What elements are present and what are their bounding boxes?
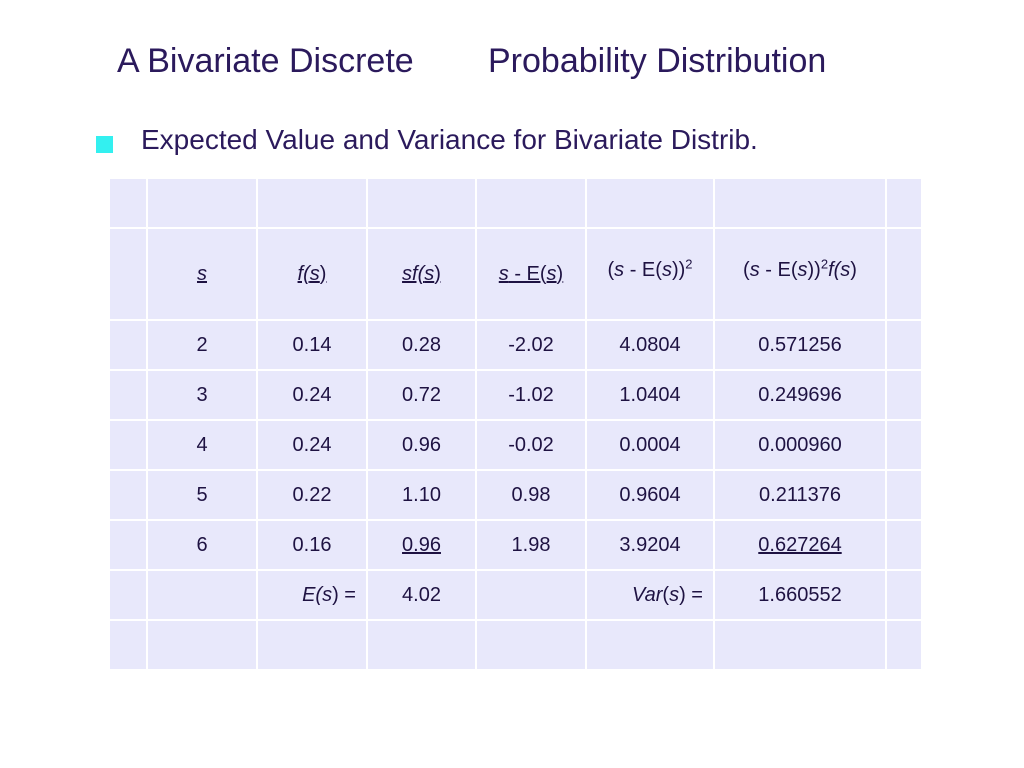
cell-deviation: -0.02	[475, 419, 587, 471]
header-s: s	[146, 227, 258, 321]
header-weighted-squared-deviation: (s - E(s))2f(s)	[713, 227, 887, 321]
table-spacer-row	[108, 619, 923, 671]
header-deviation: s - E(s)	[475, 227, 587, 321]
title-part-2: Probability Distribution	[488, 42, 827, 80]
table-header-row: s f(s) sf(s) s - E(s) (s - E(s))2 (s - E…	[108, 227, 923, 321]
cell-weighted-squared-deviation: 0.211376	[713, 469, 887, 521]
cell-deviation: 0.98	[475, 469, 587, 521]
cell-s: 2	[146, 319, 258, 371]
header-squared-deviation: (s - E(s))2	[585, 227, 715, 321]
cell-s: 6	[146, 519, 258, 571]
cell-squared-deviation: 0.9604	[585, 469, 715, 521]
cell-weighted-squared-deviation: 0.627264	[713, 519, 887, 571]
cell-sf-s: 0.28	[366, 319, 477, 371]
bullet-square-icon	[96, 136, 113, 153]
distribution-table: s f(s) sf(s) s - E(s) (s - E(s))2 (s - E…	[108, 177, 923, 671]
cell-deviation: 1.98	[475, 519, 587, 571]
cell-f-s: 0.14	[256, 319, 368, 371]
cell-f-s: 0.22	[256, 469, 368, 521]
table-row: 5 0.22 1.10 0.98 0.9604 0.211376	[108, 469, 923, 521]
cell-f-s: 0.16	[256, 519, 368, 571]
header-f-s: f(s)	[256, 227, 368, 321]
cell-s: 5	[146, 469, 258, 521]
table-row: 6 0.16 0.96 1.98 3.9204 0.627264	[108, 519, 923, 571]
cell-s: 3	[146, 369, 258, 421]
bullet-text: Expected Value and Variance for Bivariat…	[141, 124, 758, 155]
table-row: 2 0.14 0.28 -2.02 4.0804 0.571256	[108, 319, 923, 371]
cell-sf-s: 1.10	[366, 469, 477, 521]
cell-squared-deviation: 3.9204	[585, 519, 715, 571]
table-row: 4 0.24 0.96 -0.02 0.0004 0.000960	[108, 419, 923, 471]
table-row: 3 0.24 0.72 -1.02 1.0404 0.249696	[108, 369, 923, 421]
slide-title: A Bivariate Discrete Probability Distrib…	[117, 42, 826, 81]
cell-deviation: -2.02	[475, 319, 587, 371]
cell-sf-s: 0.96	[366, 519, 477, 571]
cell-squared-deviation: 1.0404	[585, 369, 715, 421]
variance-value: 1.660552	[713, 569, 887, 621]
cell-deviation: -1.02	[475, 369, 587, 421]
cell-weighted-squared-deviation: 0.249696	[713, 369, 887, 421]
cell-sf-s: 0.72	[366, 369, 477, 421]
cell-f-s: 0.24	[256, 369, 368, 421]
cell-squared-deviation: 4.0804	[585, 319, 715, 371]
table-summary-row: E(s) = 4.02 Var(s) = 1.660552	[108, 569, 923, 621]
expected-value: 4.02	[366, 569, 477, 621]
cell-squared-deviation: 0.0004	[585, 419, 715, 471]
header-sf-s: sf(s)	[366, 227, 477, 321]
variance-label: Var(s) =	[585, 569, 715, 621]
cell-s: 4	[146, 419, 258, 471]
table-spacer-row	[108, 177, 923, 229]
cell-sf-s: 0.96	[366, 419, 477, 471]
cell-weighted-squared-deviation: 0.000960	[713, 419, 887, 471]
cell-weighted-squared-deviation: 0.571256	[713, 319, 887, 371]
cell-f-s: 0.24	[256, 419, 368, 471]
title-part-1: A Bivariate Discrete	[117, 42, 414, 80]
expected-value-label: E(s) =	[256, 569, 368, 621]
